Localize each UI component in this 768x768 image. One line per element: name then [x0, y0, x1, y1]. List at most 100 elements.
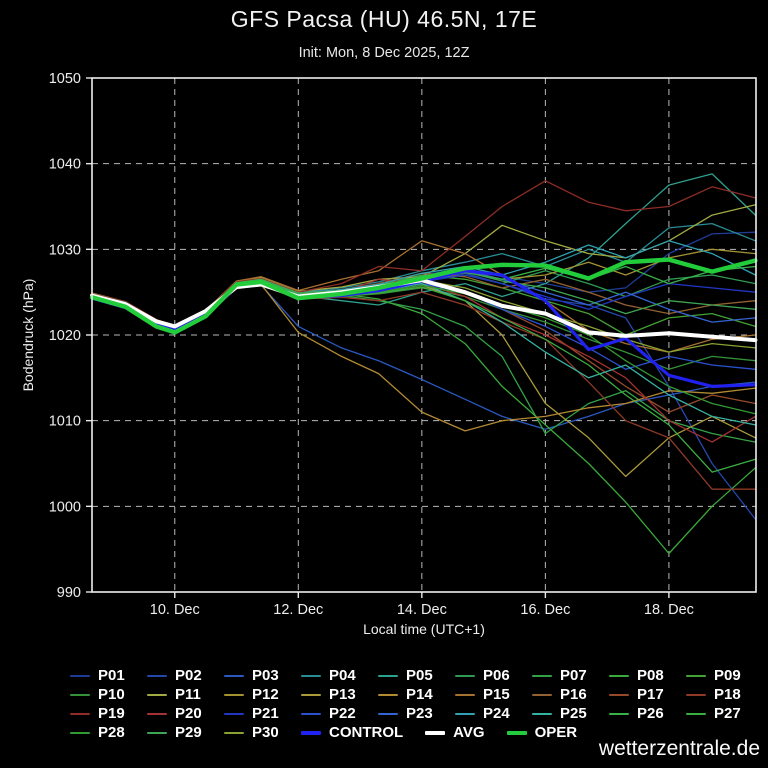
legend-label: P14	[406, 686, 433, 703]
x-tick-label: 10. Dec	[150, 602, 200, 618]
series-P14	[91, 283, 757, 432]
legend-swatch-P26	[609, 712, 629, 715]
legend-swatch-P09	[686, 674, 706, 677]
legend-item-P04: P04	[301, 667, 378, 684]
legend-label: P19	[98, 705, 125, 722]
legend-swatch-P08	[609, 674, 629, 677]
legend-label: P04	[329, 667, 356, 684]
legend-item-P28: P28	[70, 724, 147, 741]
legend-swatch-P01	[70, 674, 90, 677]
legend-swatch-P15	[455, 693, 475, 696]
legend-label: P01	[98, 667, 125, 684]
legend-item-P14: P14	[378, 686, 455, 703]
legend-swatch-P14	[378, 693, 398, 696]
chart-subtitle: Init: Mon, 8 Dec 2025, 12Z	[298, 45, 470, 61]
legend-item-P25: P25	[532, 705, 609, 722]
legend-swatch-P10	[70, 693, 90, 696]
legend-label: P05	[406, 667, 433, 684]
series-P11	[91, 204, 757, 328]
legend-item-P18: P18	[686, 686, 763, 703]
legend-swatch-P03	[224, 674, 244, 677]
legend-item-P20: P20	[147, 705, 224, 722]
legend-label: P11	[175, 686, 201, 703]
legend-swatch-P16	[532, 693, 552, 696]
legend-label: P12	[252, 686, 279, 703]
legend-swatch-P24	[455, 712, 475, 715]
legend-label: P15	[483, 686, 510, 703]
legend-swatch-P21	[224, 712, 244, 715]
legend-label: P25	[560, 705, 587, 722]
legend-item-P02: P02	[147, 667, 224, 684]
legend-swatch-P02	[147, 674, 167, 677]
series-CONTROL	[90, 269, 758, 388]
legend-item-P19: P19	[70, 705, 147, 722]
legend-label: P07	[560, 667, 587, 684]
legend-label: P21	[252, 705, 279, 722]
legend-item-P23: P23	[378, 705, 455, 722]
y-tick-label: 990	[57, 585, 81, 601]
legend-item-P09: P09	[686, 667, 763, 684]
legend-label: P30	[252, 724, 279, 741]
legend-label: P27	[714, 705, 741, 722]
y-tick-label: 1040	[49, 157, 81, 173]
legend-label: P22	[329, 705, 356, 722]
x-tick-label: 16. Dec	[520, 602, 570, 618]
legend-item-P29: P29	[147, 724, 224, 741]
legend-item-P16: P16	[532, 686, 609, 703]
series-OPER	[89, 257, 758, 335]
legend-item-P24: P24	[455, 705, 532, 722]
legend-label: P26	[637, 705, 664, 722]
y-tick-label: 1010	[49, 414, 81, 430]
legend-item-P10: P10	[70, 686, 147, 703]
x-tick-label: 18. Dec	[644, 602, 694, 618]
series-P13	[91, 282, 757, 478]
x-tick-label: 12. Dec	[273, 602, 323, 618]
legend-item-P11: P11	[147, 686, 224, 703]
legend-swatch-P27	[686, 712, 706, 715]
legend-item-CONTROL: CONTROL	[301, 724, 403, 741]
legend-item-P05: P05	[378, 667, 455, 684]
watermark: wetterzentrale.de	[598, 737, 760, 760]
legend-swatch-P20	[147, 712, 167, 715]
legend-row: P28 P29 P30 CONTROL AVG OPER	[70, 723, 760, 742]
legend-swatch-P13	[301, 693, 321, 696]
y-tick-label: 1030	[49, 242, 81, 258]
legend-swatch-P28	[70, 731, 90, 734]
legend-item-P08: P08	[609, 667, 686, 684]
legend-item-P21: P21	[224, 705, 301, 722]
legend-item-P30: P30	[224, 724, 301, 741]
series-P10	[91, 283, 757, 370]
legend: P01 P02 P03 P04 P05 P06 P07 P08 P09 P10 P11 P12 P13 P…	[70, 666, 760, 742]
legend-swatch-P25	[532, 712, 552, 715]
legend-row: P10 P11 P12 P13 P14 P15 P16 P17 P18	[70, 685, 760, 704]
y-tick-label: 1020	[49, 328, 81, 344]
legend-label: P09	[714, 667, 741, 684]
legend-label: OPER	[534, 724, 578, 741]
y-tick-label: 1000	[49, 499, 81, 515]
legend-swatch-P12	[224, 693, 244, 696]
legend-item-P26: P26	[609, 705, 686, 722]
legend-item-P01: P01	[70, 667, 147, 684]
legend-swatch-P07	[532, 674, 552, 677]
legend-label: P03	[252, 667, 279, 684]
legend-label: P29	[175, 724, 202, 741]
legend-item-AVG: AVG	[425, 724, 485, 741]
legend-label: P24	[483, 705, 510, 722]
legend-swatch-P04	[301, 674, 321, 677]
legend-item-P07: P07	[532, 667, 609, 684]
x-tick-label: 14. Dec	[397, 602, 447, 618]
legend-item-OPER: OPER	[506, 724, 578, 741]
legend-swatch-AVG	[425, 730, 446, 735]
legend-label: P06	[483, 667, 510, 684]
legend-swatch-CONTROL	[301, 730, 321, 735]
legend-swatch-P22	[301, 712, 321, 715]
legend-label: P18	[714, 686, 741, 703]
legend-label: CONTROL	[329, 724, 404, 741]
legend-swatch-P19	[70, 712, 90, 715]
legend-label: P08	[637, 667, 664, 684]
legend-label: P10	[98, 686, 125, 703]
legend-item-P15: P15	[455, 686, 532, 703]
legend-swatch-P23	[378, 712, 398, 715]
legend-item-P22: P22	[301, 705, 378, 722]
